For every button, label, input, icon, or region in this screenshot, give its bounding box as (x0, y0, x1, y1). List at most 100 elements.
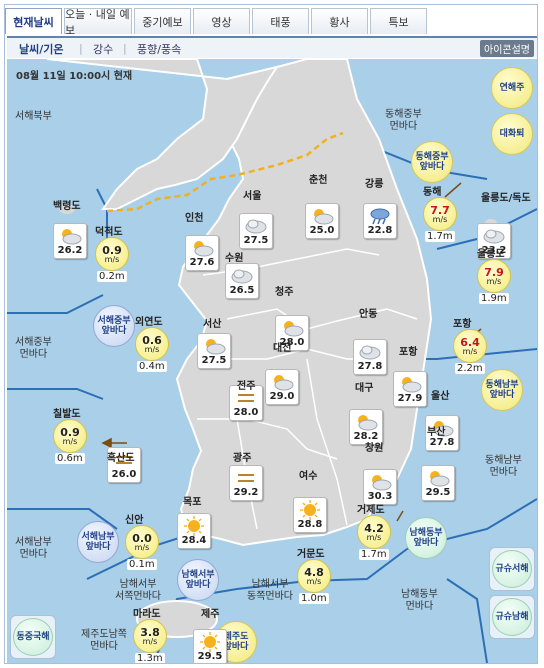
partly-cloudy-icon (402, 377, 422, 393)
city-weather-box[interactable]: 30.3 (363, 469, 397, 505)
zone-kyushu-south[interactable]: 규슈남해 (489, 595, 535, 639)
wind-speed-circle[interactable]: 0.0 m/s (125, 525, 159, 559)
wind-speed-circle[interactable]: 4.2 m/s (357, 515, 391, 549)
subtab-precip[interactable]: 강수 (93, 43, 114, 56)
city-weather-box[interactable]: 26.2 (53, 223, 87, 259)
city-weather-box[interactable]: 27.5 (239, 213, 273, 249)
city-temperature: 25.0 (309, 225, 335, 236)
city-weather-box[interactable]: 28.8 (293, 497, 327, 533)
wind-speed-value: 4.2 (364, 521, 384, 535)
zone-east-china-sea[interactable]: 동중국해 (10, 615, 56, 659)
wind-speed-circle[interactable]: 3.8 m/s (133, 619, 167, 653)
zone-daehwatoe[interactable]: 대화퇴 (491, 113, 533, 155)
city-name: 목포 (183, 497, 202, 508)
wind-speed-unit: m/s (142, 636, 158, 646)
sea-label-south-east: 남해동부 먼바다 (401, 589, 438, 612)
city-weather-box[interactable]: 23.2 (477, 223, 511, 259)
buoy-name: 신안 (125, 515, 144, 526)
city-weather-box[interactable]: 25.0 (305, 203, 339, 239)
wind-speed-unit: m/s (366, 532, 382, 542)
zone-east-mid-near[interactable]: 동해중부 앞바다 (411, 141, 453, 183)
buoy-name: 거제도 (357, 505, 385, 516)
wind-speed-circle[interactable]: 0.9 m/s (53, 419, 87, 453)
city-temperature: 29.5 (425, 487, 451, 498)
city-weather-box[interactable]: 28.2 (349, 409, 383, 445)
zone-east-south-near[interactable]: 동해남부 앞바다 (481, 369, 523, 411)
buoy-name: 덕적도 (95, 227, 123, 238)
wind-speed-circle[interactable]: 0.6 m/s (135, 327, 169, 361)
wave-height: 0.1m (127, 559, 157, 570)
wind-speed-circle[interactable]: 0.9 m/s (95, 237, 129, 271)
wind-speed-circle[interactable]: 7.9 m/s (477, 259, 511, 293)
city-weather-box[interactable]: 29.2 (229, 465, 263, 501)
city-weather-box[interactable]: 29.5 (421, 465, 455, 501)
city-name: 청주 (275, 287, 294, 298)
sea-label-south-west-east: 남해서부 동쪽먼바다 (247, 579, 293, 602)
zone-yeonhaeju[interactable]: 연해주 (491, 67, 533, 109)
city-temperature: 28.0 (233, 407, 259, 418)
city-weather-box[interactable]: 27.8 (425, 415, 459, 451)
city-temperature: 26.0 (111, 469, 137, 480)
city-temperature: 28.4 (181, 535, 207, 546)
city-weather-box[interactable]: 26.0 (107, 447, 141, 483)
wind-speed-value: 7.7 (430, 203, 450, 217)
city-weather-box[interactable]: 29.5 (193, 629, 227, 663)
cloudy-icon (245, 219, 267, 234)
tab-6[interactable]: 특보 (370, 8, 427, 34)
wave-height: 1.7m (425, 231, 455, 242)
city-temperature: 30.3 (367, 491, 393, 502)
zone-west-south-near[interactable]: 서해남부 앞바다 (77, 521, 119, 563)
city-name: 강릉 (365, 179, 384, 190)
sea-label-east-south: 동해남부 먼바다 (485, 455, 522, 478)
dmz-line (106, 131, 344, 213)
wave-height: 0.4m (137, 361, 167, 372)
city-temperature: 29.2 (233, 487, 259, 498)
zone-west-mid-near[interactable]: 서해중부 앞바다 (93, 305, 135, 347)
weather-map: 08월 11일 10:00시 현재 (7, 59, 537, 663)
city-weather-box[interactable]: 27.6 (185, 235, 219, 271)
tab-3[interactable]: 영상 (193, 8, 250, 34)
city-weather-box[interactable]: 28.4 (177, 513, 211, 549)
wind-speed-value: 0.0 (132, 531, 152, 545)
zone-east-china-label: 동중국해 (13, 618, 53, 656)
wave-height: 0.2m (97, 271, 127, 282)
city-temperature: 27.8 (357, 361, 383, 372)
tab-5[interactable]: 황사 (311, 8, 368, 34)
wind-speed-circle[interactable]: 6.4 m/s (453, 329, 487, 363)
haze-icon (238, 474, 254, 482)
partly-cloudy-icon (274, 375, 294, 391)
city-weather-box[interactable]: 28.0 (275, 315, 309, 351)
city-weather-box[interactable]: 27.5 (197, 333, 231, 369)
wind-speed-circle[interactable]: 7.7 m/s (423, 197, 457, 231)
zone-kyushu-west[interactable]: 규슈서해 (489, 547, 535, 591)
wind-speed-value: 4.8 (304, 565, 324, 579)
tab-1[interactable]: 오늘 · 내일 예보 (64, 8, 132, 37)
wind-speed-circle[interactable]: 4.8 m/s (297, 559, 331, 593)
tab-4[interactable]: 태풍 (252, 8, 309, 34)
subtab-wind[interactable]: 풍향/풍속 (137, 43, 182, 56)
city-name: 인천 (185, 213, 204, 224)
city-weather-box[interactable]: 27.8 (353, 339, 387, 375)
city-weather-box[interactable]: 27.9 (393, 371, 427, 407)
tab-2[interactable]: 중기예보 (134, 8, 191, 34)
city-weather-box[interactable]: 26.5 (225, 263, 259, 299)
city-weather-box[interactable]: 22.8 (363, 203, 397, 239)
city-temperature: 23.2 (481, 245, 507, 256)
buoy-name: 거문도 (297, 549, 325, 560)
partly-cloudy-icon (372, 475, 392, 491)
city-temperature: 27.5 (201, 355, 227, 366)
zone-south-west-near[interactable]: 남해서부 앞바다 (177, 559, 219, 601)
tab-0[interactable]: 현재날씨 (5, 8, 62, 34)
city-weather-box[interactable]: 29.0 (265, 369, 299, 405)
icon-help-button[interactable]: 아이콘설명 (480, 40, 534, 57)
city-weather-box[interactable]: 28.0 (229, 385, 263, 421)
wave-height: 1.9m (479, 293, 509, 304)
wind-speed-value: 6.4 (460, 335, 480, 349)
wind-speed-value: 7.9 (484, 265, 504, 279)
subtab-weather-temp[interactable]: 날씨/기온 (19, 43, 64, 56)
wave-height: 1.3m (135, 653, 165, 663)
haze-icon (116, 456, 132, 464)
zone-south-east-near[interactable]: 남해동부 앞바다 (405, 517, 447, 559)
wind-speed-value: 0.9 (102, 243, 122, 257)
city-name: 백령도 (53, 201, 81, 212)
